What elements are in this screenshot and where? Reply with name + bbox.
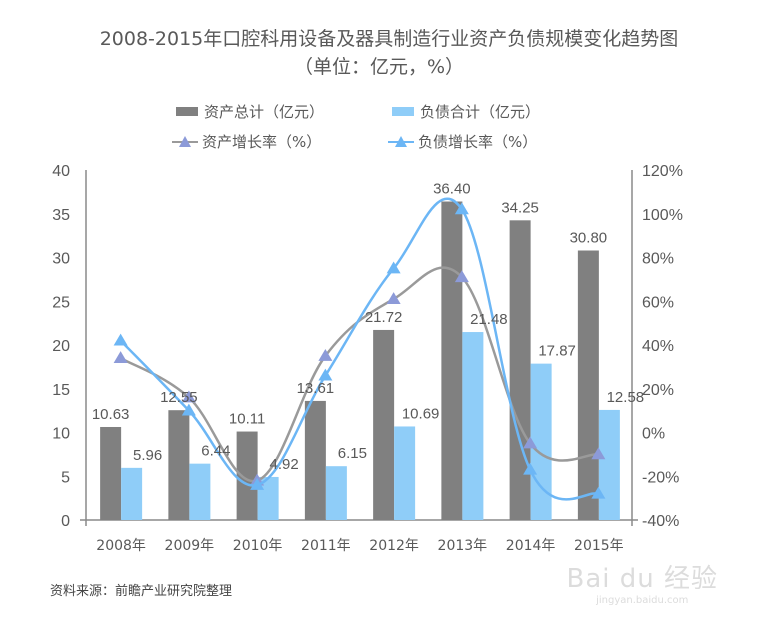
bar-data-label: 10.69 xyxy=(402,405,440,422)
bar-assets xyxy=(100,426,122,520)
triangle-marker xyxy=(591,447,606,460)
legend-item-assets-growth: 资产增长率（%） xyxy=(172,131,321,152)
left-axis-tick-label: 10 xyxy=(52,426,70,443)
chart-title: 2008-2015年口腔科用设备及器具制造行业资产负债规模变化趋势图 xyxy=(99,28,679,50)
bar-assets xyxy=(509,220,531,520)
bar-data-label: 21.72 xyxy=(365,309,403,326)
right-axis-tick-label: 80% xyxy=(642,251,674,268)
legend-swatch-gray xyxy=(176,107,198,116)
bar-data-label: 12.55 xyxy=(160,389,198,406)
bar-assets xyxy=(168,410,190,520)
triangle-line-icon xyxy=(388,135,414,148)
legend-label: 负债合计（亿元） xyxy=(420,103,541,121)
triangle-marker xyxy=(250,478,265,490)
x-axis-tick-label: 2015年 xyxy=(574,538,624,554)
bar-liabilities xyxy=(325,466,347,520)
bar-data-label: 6.15 xyxy=(338,445,367,462)
right-axis-tick-label: 20% xyxy=(642,382,674,399)
watermark-url: jingyan.baidu.com xyxy=(596,595,689,606)
bar-assets xyxy=(304,400,326,520)
source-note: 资料来源：前瞻产业研究院整理 xyxy=(50,584,233,599)
legend-label: 资产增长率（%） xyxy=(202,133,322,151)
triangle-marker xyxy=(181,390,196,403)
triangle-marker xyxy=(113,351,128,364)
watermark-logo: Bai du 经验 xyxy=(566,564,718,594)
bar-liabilities xyxy=(121,467,143,520)
line-assets-growth xyxy=(120,266,599,483)
left-axis-tick-label: 20 xyxy=(52,338,70,355)
x-axis-tick-label: 2013年 xyxy=(438,538,488,554)
bar-liabilities xyxy=(462,332,484,520)
right-axis-tick-label: -40% xyxy=(642,513,679,530)
bar-data-label: 12.58 xyxy=(607,389,645,406)
bar-liabilities xyxy=(257,476,279,520)
triangle-marker xyxy=(386,292,401,304)
bar-data-label: 13.61 xyxy=(297,380,335,397)
left-axis-tick-label: 35 xyxy=(52,207,70,224)
bar-assets xyxy=(236,431,258,520)
legend-label: 资产总计（亿元） xyxy=(204,103,325,121)
bar-assets xyxy=(373,329,395,520)
left-axis-tick-label: 5 xyxy=(61,469,70,486)
left-axis-tick-label: 0 xyxy=(61,513,70,530)
bar-data-label: 4.92 xyxy=(270,456,299,473)
bar-data-label: 10.11 xyxy=(229,411,265,428)
bar-assets xyxy=(577,250,599,520)
x-axis-tick-label: 2008年 xyxy=(96,538,146,554)
bar-liabilities xyxy=(189,463,211,520)
triangle-marker xyxy=(113,333,128,346)
right-axis-tick-label: 40% xyxy=(642,338,674,355)
bar-data-label: 17.87 xyxy=(538,343,576,360)
legend-swatch-blue xyxy=(392,107,414,116)
triangle-marker xyxy=(318,368,333,381)
bar-liabilities xyxy=(530,363,552,520)
right-axis-tick-label: 60% xyxy=(642,294,674,311)
watermark: Bai du 经验 jingyan.baidu.com xyxy=(566,558,718,606)
bar-liabilities xyxy=(598,409,620,520)
legend-item-liabilities-total: 负债合计（亿元） xyxy=(392,101,540,122)
line-liabilities-growth xyxy=(119,197,599,501)
triangle-line-icon xyxy=(172,135,198,148)
bar-data-label: 21.48 xyxy=(470,311,508,328)
triangle-marker xyxy=(523,436,538,449)
left-axis-tick-label: 40 xyxy=(52,163,70,180)
triangle-marker xyxy=(454,270,469,283)
bar-data-label: 36.40 xyxy=(433,181,471,198)
left-axis-tick-label: 25 xyxy=(52,294,70,311)
triangle-marker xyxy=(181,403,196,416)
x-axis-tick-label: 2014年 xyxy=(506,538,556,554)
right-axis-tick-label: 100% xyxy=(642,207,683,224)
right-axis-tick-label: 120% xyxy=(642,163,683,180)
x-axis-tick-label: 2010年 xyxy=(233,538,283,554)
legend-item-assets-total: 资产总计（亿元） xyxy=(176,101,324,122)
bar-data-label: 6.44 xyxy=(201,443,230,460)
bar-data-label: 34.25 xyxy=(501,199,539,216)
legend-item-liabilities-growth: 负债增长率（%） xyxy=(388,131,537,152)
right-axis-tick-label: -20% xyxy=(642,469,679,486)
left-axis-tick-label: 15 xyxy=(52,382,70,399)
left-axis-tick-label: 30 xyxy=(52,251,70,268)
x-axis-tick-label: 2012年 xyxy=(369,538,419,554)
bar-data-label: 10.63 xyxy=(92,406,130,423)
legend-label: 负债增长率（%） xyxy=(418,133,538,151)
x-axis-tick-label: 2009年 xyxy=(165,538,215,554)
bar-data-label: 5.96 xyxy=(133,447,162,464)
bar-data-label: 30.80 xyxy=(570,230,608,247)
chart-subtitle: （单位：亿元，%） xyxy=(293,56,465,78)
x-axis-tick-label: 2011年 xyxy=(301,538,351,554)
right-axis-tick-label: 0% xyxy=(642,426,665,443)
triangle-marker xyxy=(591,486,606,499)
bar-assets xyxy=(441,201,463,520)
triangle-marker xyxy=(386,261,401,274)
triangle-marker xyxy=(318,348,333,361)
triangle-marker xyxy=(454,202,469,215)
triangle-marker xyxy=(523,462,538,475)
bar-liabilities xyxy=(394,426,416,520)
